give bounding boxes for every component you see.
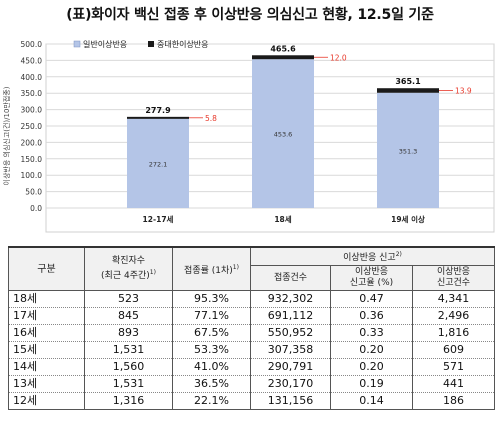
stats-table: 구분 확진자수 (최근 4주간)1) 접종률 (1차)1) 이상반응 신고2) …: [8, 246, 496, 410]
header-report-rate: 이상반응 신고율 (%): [330, 265, 413, 291]
cell-report-rate: 0.20: [330, 358, 413, 376]
header-report-count: 이상반응 신고건수: [411, 265, 496, 291]
cell-report-count: 1,816: [411, 324, 496, 342]
cell-report-rate: 0.47: [330, 290, 413, 308]
stats-table-wrap: 구분 확진자수 (최근 4주간)1) 접종률 (1차)1) 이상반응 신고2) …: [8, 246, 496, 410]
y-axis-label: 이상반응 의심신고(건)/10만접종): [2, 86, 11, 185]
bar-general: [127, 118, 189, 208]
x-tick-label: 18세: [274, 214, 291, 224]
table-row: 14세 1,560 41.0% 290,791 0.20 571: [8, 358, 496, 376]
y-tick-label: 100.0: [21, 171, 43, 180]
cell-rate: 53.3%: [172, 341, 251, 359]
cell-doses: 230,170: [250, 375, 331, 393]
table-row: 18세 523 95.3% 932,302 0.47 4,341: [8, 290, 496, 308]
cell-group: 12세: [8, 392, 85, 410]
cell-doses: 131,156: [250, 392, 331, 410]
cell-group: 15세: [8, 341, 85, 359]
y-tick-label: 350.0: [21, 89, 43, 98]
y-tick-label: 50.0: [25, 188, 42, 197]
y-tick-label: 0.0: [30, 204, 42, 213]
y-tick-label: 150.0: [21, 155, 43, 164]
cell-rate: 41.0%: [172, 358, 251, 376]
cell-confirmed: 1,316: [84, 392, 173, 410]
bar-general: [377, 92, 439, 208]
data-label-total: 465.6: [270, 44, 296, 53]
data-label-general: 272.1: [149, 160, 168, 168]
cell-report-rate: 0.14: [330, 392, 413, 410]
cell-confirmed: 523: [84, 290, 173, 308]
x-axis-ticks: 12-17세 18세 19세 이상: [143, 214, 425, 224]
data-label-total: 365.1: [395, 77, 421, 86]
cell-rate: 36.5%: [172, 375, 251, 393]
cell-group: 16세: [8, 324, 85, 342]
cell-doses: 932,302: [250, 290, 331, 308]
table-row: 17세 845 77.1% 691,112 0.36 2,496: [8, 307, 496, 325]
bar-serious: [377, 88, 439, 93]
x-tick-label: 12-17세: [143, 214, 174, 224]
legend: 일반이상반응 중대한이상반응: [73, 39, 209, 49]
cell-report-count: 571: [411, 358, 496, 376]
x-tick-label: 19세 이상: [391, 214, 425, 224]
cell-confirmed: 1,531: [84, 375, 173, 393]
cell-report-count: 441: [411, 375, 496, 393]
table-row: 15세 1,531 53.3% 307,358 0.20 609: [8, 341, 496, 359]
table-row: 16세 893 67.5% 550,952 0.33 1,816: [8, 324, 496, 342]
cell-report-rate: 0.19: [330, 375, 413, 393]
y-tick-label: 450.0: [21, 56, 43, 65]
data-label-general: 351.3: [399, 147, 418, 155]
cell-rate: 67.5%: [172, 324, 251, 342]
cell-rate: 77.1%: [172, 307, 251, 325]
cell-confirmed: 1,560: [84, 358, 173, 376]
bar-serious: [127, 116, 189, 119]
cell-doses: 307,358: [250, 341, 331, 359]
data-label-general: 453.6: [274, 131, 293, 139]
header-confirmed: 확진자수 (최근 4주간)1): [84, 246, 173, 291]
legend-label-serious: 중대한이상반응: [157, 39, 209, 49]
cell-report-rate: 0.36: [330, 307, 413, 325]
cell-doses: 691,112: [250, 307, 331, 325]
cell-report-count: 609: [411, 341, 496, 359]
y-tick-label: 400.0: [21, 73, 43, 82]
cell-group: 14세: [8, 358, 85, 376]
cell-group: 13세: [8, 375, 85, 393]
table-row: 12세 1,316 22.1% 131,156 0.14 186: [8, 392, 496, 410]
bar-serious: [252, 55, 314, 60]
y-tick-label: 500.0: [21, 40, 43, 49]
header-group: 구분: [8, 246, 85, 291]
cell-rate: 95.3%: [172, 290, 251, 308]
cell-report-count: 4,341: [411, 290, 496, 308]
bar-general: [252, 59, 314, 208]
header-doses: 접종건수: [250, 265, 331, 291]
y-tick-label: 200.0: [21, 138, 43, 147]
cell-report-rate: 0.33: [330, 324, 413, 342]
cell-report-count: 186: [411, 392, 496, 410]
legend-swatch-general: [73, 40, 81, 48]
data-label-total: 277.9: [145, 106, 171, 115]
cell-doses: 290,791: [250, 358, 331, 376]
cell-group: 18세: [8, 290, 85, 308]
cell-rate: 22.1%: [172, 392, 251, 410]
cell-confirmed: 893: [84, 324, 173, 342]
header-rate: 접종률 (1차)1): [172, 246, 251, 291]
cell-report-count: 2,496: [411, 307, 496, 325]
data-label-serious: 5.8: [205, 114, 217, 123]
data-label-serious: 13.9: [455, 86, 472, 95]
header-adverse: 이상반응 신고2): [249, 246, 496, 266]
page-title: (표)화이자 백신 접종 후 이상반응 의심신고 현황, 12.5일 기준: [66, 7, 434, 23]
y-tick-label: 250.0: [21, 122, 43, 131]
data-label-serious: 12.0: [330, 53, 347, 62]
y-axis-ticks: 0.0 50.0 100.0 150.0 200.0 250.0 300.0 350.0 400…: [21, 40, 43, 213]
legend-label-general: 일반이상반응: [83, 39, 127, 49]
bars: 272.1 277.9 5.8 453.6 465.6 12.0 351.3 365.1 13.…: [127, 44, 472, 208]
y-tick-label: 300.0: [21, 106, 43, 115]
legend-swatch-serious: [148, 41, 154, 47]
table-row: 13세 1,531 36.5% 230,170 0.19 441: [8, 375, 496, 393]
cell-confirmed: 1,531: [84, 341, 173, 359]
stacked-bar-chart: 0.0 50.0 100.0 150.0 200.0 250.0 300.0 350.0 400…: [2, 39, 495, 233]
cell-group: 17세: [8, 307, 85, 325]
cell-report-rate: 0.20: [330, 341, 413, 359]
cell-confirmed: 845: [84, 307, 173, 325]
cell-doses: 550,952: [250, 324, 331, 342]
